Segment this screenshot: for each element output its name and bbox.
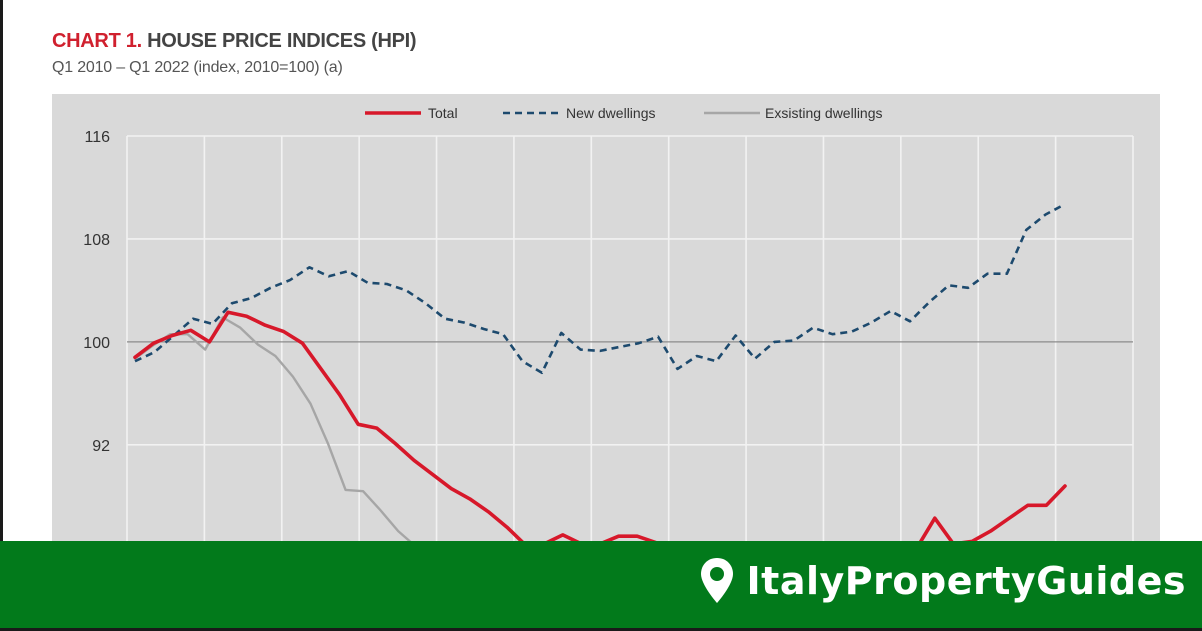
y-tick-label: 116 [84,129,110,146]
series-line-new-dwellings [134,203,1066,375]
chart-subtitle: Q1 2010 – Q1 2022 (index, 2010=100) (a) [52,59,343,76]
plot-background [52,94,1160,541]
map-pin-icon [700,558,733,603]
brand-banner: ItalyPropertyGuides [0,541,1202,628]
y-tick-label: 92 [92,438,110,455]
chart-title: CHART 1. HOUSE PRICE INDICES (HPI) [52,30,417,53]
y-tick-label: 108 [83,232,110,249]
chart-title-text: HOUSE PRICE INDICES (HPI) [147,30,417,52]
legend-label-new-dwellings: New dwellings [566,105,655,121]
legend-label-total: Total [428,105,458,121]
brand-name: ItalyPropertyGuides [746,559,1186,603]
brand-logo: ItalyPropertyGuides [699,555,1186,607]
legend-label-existing-dwellings: Exsisting dwellings [765,105,883,121]
chart-number: CHART 1. [52,30,142,52]
y-tick-label: 100 [83,335,110,352]
chart-heading: CHART 1. HOUSE PRICE INDICES (HPI) Q1 20… [52,30,417,77]
